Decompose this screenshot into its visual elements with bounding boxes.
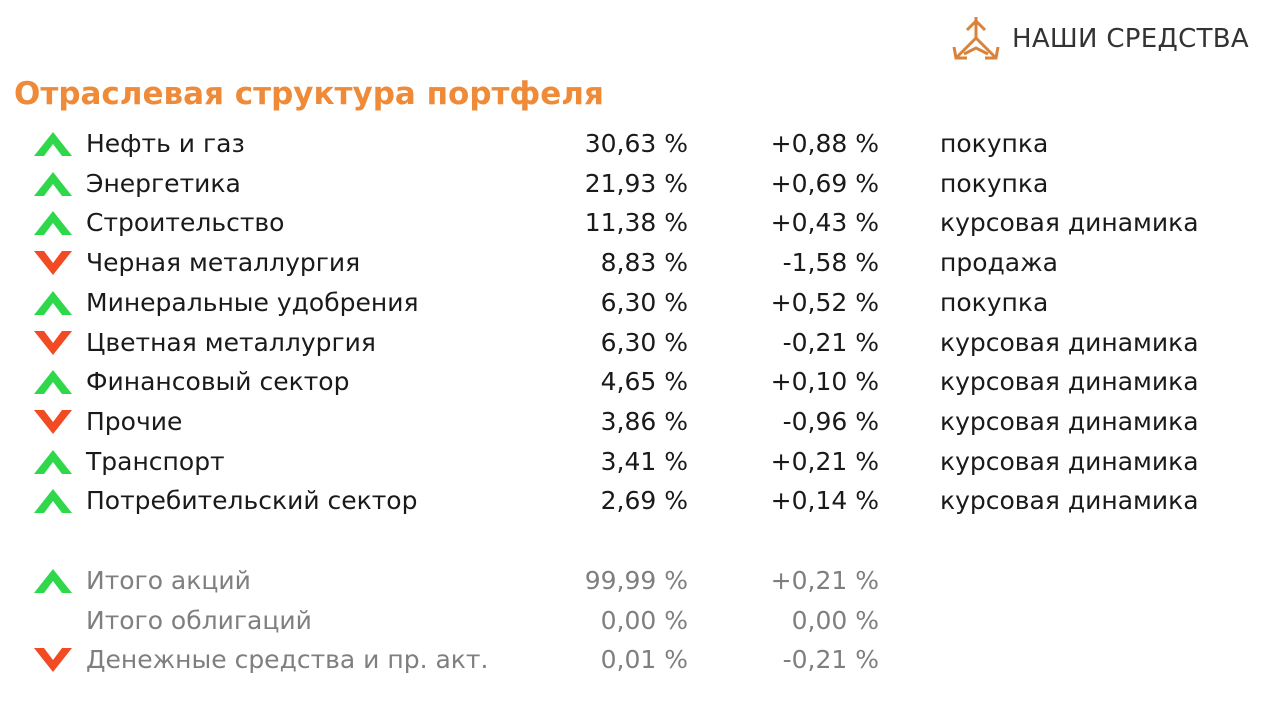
sector-name: Цветная металлургия	[86, 327, 376, 357]
sector-row: Цветная металлургия 6,30 % -0,21 % курсовая…	[0, 323, 1280, 363]
sector-name: Транспорт	[86, 446, 225, 476]
sector-name: Нефть и газ	[86, 129, 245, 158]
arrow-down-icon	[34, 648, 72, 672]
logo-icon	[952, 17, 1000, 60]
arrow-up-icon	[34, 489, 72, 514]
sector-change: +0,69 %	[770, 168, 879, 198]
arrow-up-icon	[34, 449, 72, 474]
sector-change: +0,10 %	[770, 367, 879, 397]
sector-action: продажа	[940, 248, 1058, 278]
sector-share: 21,93 %	[584, 168, 688, 198]
arrow-down-icon	[34, 409, 72, 434]
total-change: +0,21 %	[770, 566, 879, 595]
arrow-up-icon	[34, 370, 72, 395]
sector-action: курсовая динамика	[940, 486, 1199, 516]
total-name: Итого облигаций	[86, 605, 312, 635]
sector-change: +0,52 %	[770, 287, 879, 317]
sector-share: 4,65 %	[600, 367, 688, 397]
total-share: 0,00 %	[600, 605, 688, 635]
sector-name: Строительство	[86, 208, 285, 238]
arrow-up-icon	[34, 569, 72, 593]
sector-action: покупка	[940, 168, 1049, 198]
sector-change: +0,14 %	[770, 486, 879, 516]
sector-name: Финансовый сектор	[86, 367, 350, 397]
total-row: Денежные средства и пр. акт. 0,01 % -0,21 …	[0, 640, 1280, 680]
sector-name: Энергетика	[86, 168, 241, 198]
sector-change: -0,21 %	[782, 327, 879, 357]
total-name: Денежные средства и пр. акт.	[86, 645, 489, 674]
total-share: 99,99 %	[584, 566, 688, 595]
arrow-down-icon	[34, 251, 72, 276]
sector-row: Черная металлургия 8,83 % -1,58 % продажа	[0, 243, 1280, 283]
sector-name: Черная металлургия	[86, 248, 361, 278]
sector-change: -1,58 %	[782, 248, 879, 278]
sector-share: 6,30 %	[600, 287, 688, 317]
sector-name: Прочие	[86, 406, 183, 436]
total-name: Итого акций	[86, 566, 251, 595]
sector-row: Финансовый сектор 4,65 % +0,10 % курсовая д…	[0, 362, 1280, 402]
sector-share: 2,69 %	[600, 486, 688, 516]
arrow-up-icon	[34, 132, 72, 156]
sector-share: 6,30 %	[600, 327, 688, 357]
total-change: 0,00 %	[791, 605, 879, 635]
sector-action: курсовая динамика	[940, 406, 1199, 436]
sector-row: Нефть и газ 30,63 % +0,88 % покупка	[0, 124, 1280, 164]
sector-change: +0,21 %	[770, 446, 879, 476]
total-row: Итого акций 99,99 % +0,21 %	[0, 561, 1280, 601]
arrow-down-icon	[34, 330, 72, 355]
sector-action: покупка	[940, 129, 1049, 158]
sector-row: Прочие 3,86 % -0,96 % курсовая динамика	[0, 402, 1280, 442]
logo-text: НАШИ СРЕДСТВА	[1012, 24, 1249, 54]
sector-row: Потребительский сектор 2,69 % +0,14 % курсо…	[0, 481, 1280, 521]
sector-share: 3,41 %	[600, 446, 688, 476]
sector-action: курсовая динамика	[940, 367, 1199, 397]
sector-row: Минеральные удобрения 6,30 % +0,52 % покупк…	[0, 283, 1280, 323]
sector-share: 3,86 %	[600, 406, 688, 436]
sector-name: Потребительский сектор	[86, 486, 418, 516]
sector-action: курсовая динамика	[940, 446, 1199, 476]
sector-share: 30,63 %	[584, 129, 688, 158]
sector-row: Строительство 11,38 % +0,43 % курсовая дина…	[0, 203, 1280, 243]
sector-share: 11,38 %	[584, 208, 688, 238]
sector-row: Энергетика 21,93 % +0,69 % покупка	[0, 164, 1280, 204]
arrow-up-icon	[34, 211, 72, 236]
sector-change: +0,43 %	[770, 208, 879, 238]
arrow-up-icon	[34, 171, 72, 196]
total-row: Итого облигаций 0,00 % 0,00 %	[0, 601, 1280, 641]
sector-change: -0,96 %	[782, 406, 879, 436]
page-title: Отраслевая структура портфеля	[14, 76, 604, 112]
sector-change: +0,88 %	[770, 129, 879, 158]
sector-action: курсовая динамика	[940, 327, 1199, 357]
sector-name: Минеральные удобрения	[86, 287, 419, 317]
sector-share: 8,83 %	[600, 248, 688, 278]
sector-action: покупка	[940, 287, 1049, 317]
sector-action: курсовая динамика	[940, 208, 1199, 238]
sector-row: Транспорт 3,41 % +0,21 % курсовая динамика	[0, 442, 1280, 482]
logo: НАШИ СРЕДСТВА	[948, 14, 1249, 64]
total-change: -0,21 %	[782, 645, 879, 674]
arrow-up-icon	[34, 290, 72, 315]
total-share: 0,01 %	[600, 645, 688, 674]
